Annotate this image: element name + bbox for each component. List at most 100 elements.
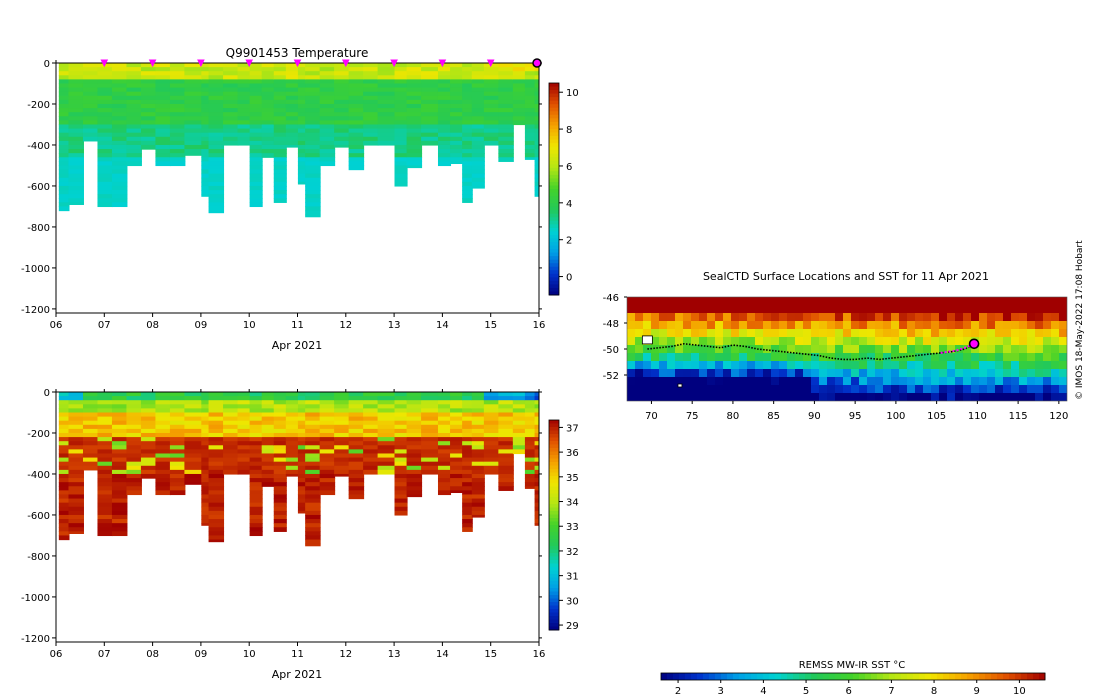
heatmap-cell [261,67,275,72]
sst-cell [819,345,828,354]
sst-cell [707,329,716,338]
heatmap-cell [394,441,408,446]
heatmap-cell [97,116,113,121]
heatmap-cell [534,445,539,450]
sst-colorbar-segment [751,673,758,680]
heatmap-cell [249,181,263,187]
heatmap-cell [348,412,365,418]
sst-cell [923,377,932,386]
sst-cell [699,297,708,306]
sst-colorbar-segment [1015,673,1022,680]
sst-cell [811,321,820,330]
heatmap-cell [201,83,210,89]
sst-cell [947,369,956,378]
colorbar-segment [549,553,559,557]
colorbar-segment [549,472,559,477]
heatmap-cell [437,91,452,97]
sst-cell [843,337,852,346]
sst-cell [883,305,892,314]
sst-cell [835,297,844,306]
heatmap-cell [261,465,275,471]
heatmap-cell [534,181,539,187]
heatmap-cell [437,408,452,414]
heatmap-cell [249,490,263,496]
sst-cell [987,377,996,386]
sst-cell [723,353,732,362]
heatmap-cell [140,136,157,142]
heatmap-cell [285,461,299,467]
heatmap-cell [208,539,225,543]
sst-cell [787,369,796,378]
sst-cell [1011,345,1020,354]
heatmap-cell [483,132,500,138]
heatmap-cell [421,461,439,467]
heatmap-cell [273,461,287,467]
heatmap-cell [437,112,452,117]
heatmap-cell [82,424,99,430]
heatmap-cell [184,482,203,485]
heatmap-cell [184,408,203,414]
profile-marker [148,59,157,68]
heatmap-cell [208,519,225,524]
heatmap-cell [285,445,299,450]
sst-cell [1043,345,1052,354]
heatmap-cell [97,523,113,528]
heatmap-cell [512,432,526,438]
map-xtick-label: 95 [849,411,862,422]
heatmap-cell [237,412,251,418]
sst-cell [779,305,788,314]
sst-cell [931,377,940,386]
sst-cell [1003,297,1012,306]
heatmap-cell [82,453,99,459]
heatmap-cell [297,112,307,117]
heatmap-cell [483,400,500,405]
heatmap-cell [534,124,539,130]
sst-cell [979,353,988,362]
sst-cell [979,385,988,394]
heatmap-cell [285,63,299,68]
heatmap-cell [208,428,225,434]
heatmap-cell [421,396,439,401]
heatmap-cell [261,420,275,426]
heatmap-cell [394,91,408,97]
heatmap-cell [450,71,464,76]
heatmap-cell [524,79,536,85]
heatmap-cell [498,392,514,397]
colorbar-tick-label: 32 [566,547,579,558]
sst-cell [963,313,972,322]
heatmap-cell [208,116,225,121]
heatmap-cell [169,83,186,89]
heatmap-cell [140,132,157,138]
heatmap-cell [261,136,275,142]
heatmap-cell [534,523,539,526]
colorbar-segment [549,277,559,282]
heatmap-cell [126,432,142,438]
heatmap-cell [348,153,365,158]
heatmap-cell [524,67,536,72]
heatmap-cell [305,420,321,426]
sst-cell [771,377,780,386]
heatmap-cell [450,157,464,162]
heatmap-cell [111,531,128,537]
heatmap-cell [421,400,439,405]
sst-colorbar-segment [799,673,806,680]
heatmap-cell [363,128,379,134]
heatmap-cell [377,128,396,134]
sst-cell [1035,345,1044,354]
colorbar-segment [549,185,559,190]
sst-cell [963,337,972,346]
sst-cell [787,305,796,314]
heatmap-cell [184,144,203,150]
heatmap-cell [462,453,473,459]
heatmap-cell [126,449,142,455]
sst-cell [1051,321,1060,330]
heatmap-cell [68,63,84,68]
sst-cell [755,305,764,314]
heatmap-cell [406,108,423,113]
heatmap-cell [184,478,203,483]
colorbar-segment [549,584,559,589]
sst-cell [691,385,700,394]
heatmap-cell [201,498,210,504]
heatmap-cell [184,112,203,117]
heatmap-cell [237,83,251,89]
